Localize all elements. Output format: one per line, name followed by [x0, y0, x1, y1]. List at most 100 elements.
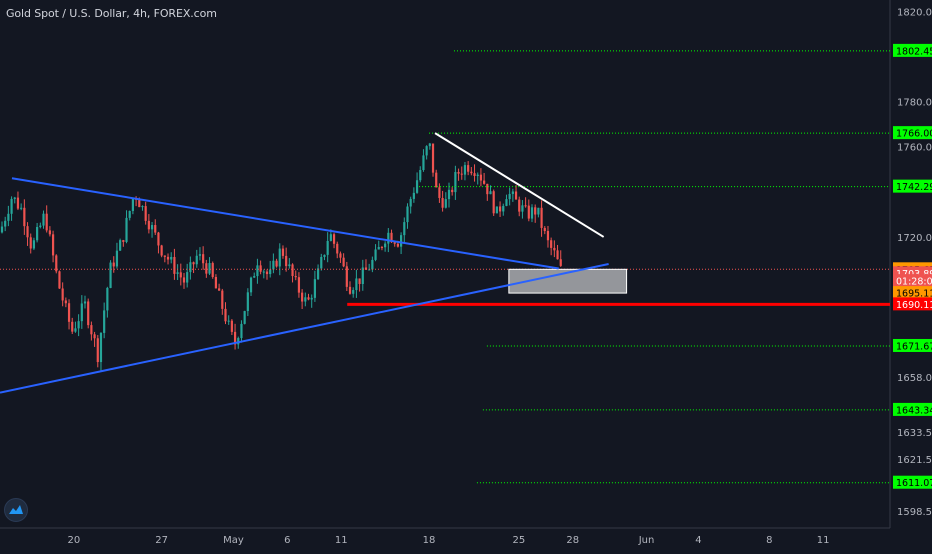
candle-body: [20, 207, 23, 209]
candle-body: [186, 272, 189, 283]
price-label-bg: [893, 338, 932, 352]
price-label[interactable]: 1802.45: [896, 46, 932, 57]
price-label-bg: [893, 179, 932, 193]
candle-body: [147, 220, 150, 230]
candle-body: [256, 265, 259, 277]
candle-body: [486, 183, 489, 195]
candle-body: [90, 325, 93, 335]
candle-body: [313, 279, 316, 298]
candle-body: [144, 206, 147, 221]
candle-body: [291, 264, 294, 277]
candle-body: [198, 254, 202, 256]
candle-body: [269, 269, 272, 275]
y-tick-label: 1780.00: [897, 98, 932, 109]
x-tick-label: 11: [817, 535, 830, 546]
price-label[interactable]: 1690.11: [896, 300, 932, 311]
candle-body: [39, 225, 42, 227]
trendline-0[interactable]: [11, 177, 559, 270]
candle-body: [534, 207, 537, 215]
candle-body: [189, 262, 192, 273]
candle-body: [345, 266, 348, 287]
candle-body: [157, 232, 160, 246]
price-label[interactable]: 1695.11: [896, 289, 932, 300]
candle-body: [32, 240, 36, 249]
candle-body: [16, 197, 20, 209]
candle-body: [115, 250, 119, 267]
candle-body: [514, 191, 518, 200]
candle-body: [182, 277, 186, 283]
candle-body: [36, 226, 39, 241]
price-label[interactable]: 01:28:00: [896, 277, 932, 288]
price-label[interactable]: 1766.00: [896, 129, 932, 140]
candle-body: [470, 171, 473, 174]
candle-body: [71, 321, 74, 332]
candle-body: [243, 311, 246, 324]
candle-body: [498, 206, 502, 212]
candle-body: [0, 226, 4, 233]
price-label[interactable]: 1643.34: [896, 405, 932, 416]
candle-body: [527, 205, 530, 219]
candle-body: [304, 297, 307, 302]
candle-body: [150, 225, 154, 230]
candle-body: [294, 276, 297, 278]
candle-body: [195, 255, 198, 265]
candle-body: [45, 213, 48, 231]
candle-body: [540, 207, 543, 228]
candle-body: [77, 321, 80, 329]
trendline-1[interactable]: [0, 263, 609, 394]
candle-body: [368, 269, 371, 271]
candle-body: [208, 263, 211, 274]
candle-body: [438, 187, 441, 198]
candle-body: [326, 240, 329, 255]
candle-body: [550, 240, 553, 248]
candle-body: [505, 199, 508, 206]
candle-body: [396, 243, 400, 247]
candle-body: [428, 143, 431, 147]
candle-body: [316, 268, 320, 280]
candle-body: [163, 255, 166, 257]
candle-body: [51, 234, 55, 256]
candle-body: [393, 242, 396, 244]
x-tick-label: 6: [284, 535, 290, 546]
candle-body: [521, 205, 524, 212]
candle-body: [451, 189, 454, 193]
x-tick-label: 4: [695, 535, 701, 546]
candle-body: [166, 256, 170, 260]
candle-body: [348, 286, 352, 294]
candle-body: [553, 247, 556, 251]
price-label[interactable]: 1742.29: [896, 182, 932, 193]
candle-body: [447, 189, 451, 200]
price-label[interactable]: 1671.67: [896, 341, 932, 352]
candle-body: [352, 290, 355, 294]
tradingview-logo[interactable]: [4, 498, 28, 522]
price-label-bg: [893, 43, 932, 57]
candle-body: [55, 255, 58, 272]
candle-body: [441, 197, 444, 208]
candle-body: [473, 173, 476, 176]
candle-body: [556, 250, 559, 260]
candle-body: [272, 260, 275, 270]
price-label[interactable]: 1611.07: [896, 478, 932, 489]
candle-body: [179, 272, 182, 278]
candle-body: [170, 256, 173, 260]
candle-body: [297, 277, 301, 293]
trendline-2[interactable]: [434, 132, 605, 238]
candle-body: [214, 277, 218, 289]
candle-body: [160, 245, 163, 256]
candle-body: [103, 310, 106, 333]
candle-body: [435, 172, 438, 188]
candle-body: [119, 240, 122, 251]
candle-body: [380, 247, 384, 249]
candle-body: [342, 257, 345, 267]
x-tick-label: 27: [155, 535, 168, 546]
candle-body: [173, 256, 176, 274]
candle-body: [323, 254, 326, 257]
candle-body: [211, 263, 214, 278]
candle-body: [444, 199, 447, 208]
candle-body: [61, 288, 64, 301]
candle-body: [285, 255, 288, 267]
candle-body: [415, 180, 419, 193]
zone-box[interactable]: [508, 268, 628, 294]
